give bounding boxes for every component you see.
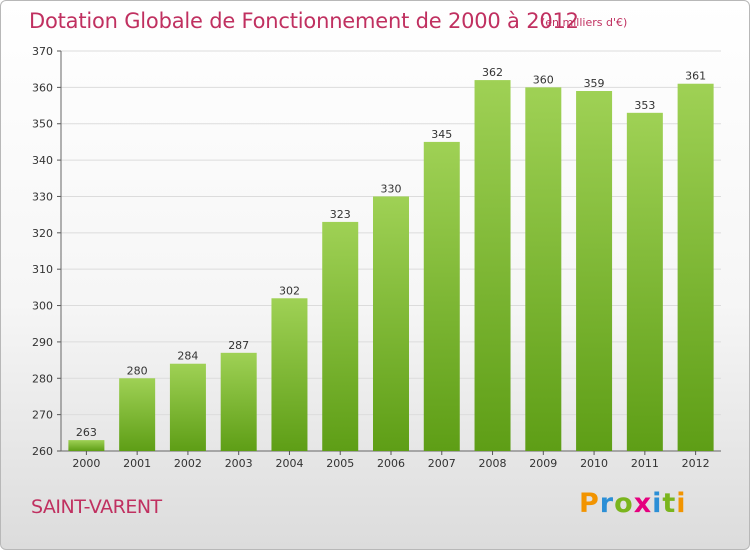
bar-2001 [119,378,156,451]
bars [68,80,714,452]
value-label-2012: 361 [685,70,706,83]
bar-2012 [677,83,714,452]
x-tick-label-2003: 2003 [225,457,253,470]
bar-2009 [525,87,562,451]
y-tick-label: 280 [32,372,53,385]
x-tick-labels: 2000 2001 2002 2003 2004 2005 2006 2007 2008 2009… [72,451,710,470]
chart-subtitle: (en milliers d'€) [541,16,628,29]
y-tick-label: 300 [32,300,53,313]
bar-2004 [271,298,308,451]
x-tick-label-2001: 2001 [123,457,151,470]
value-label-2009: 360 [533,73,554,86]
value-label-2008: 362 [482,66,503,79]
bar-2003 [220,352,257,451]
value-label-2005: 323 [330,208,351,221]
value-label-2004: 302 [279,284,300,297]
y-tick-label: 340 [32,154,53,167]
y-tick-label: 350 [32,118,53,131]
y-tick-label: 290 [32,336,53,349]
bar-2005 [322,221,359,451]
y-tick-label: 270 [32,409,53,422]
value-labels: 263 280 284 287 302 323 330 345 362 360 359 353 361 [76,66,706,439]
value-label-2006: 330 [381,182,402,195]
value-label-2002: 284 [177,350,198,363]
x-tick-label-2009: 2009 [529,457,557,470]
value-label-2011: 353 [634,99,655,112]
x-tick-label-2000: 2000 [72,457,100,470]
value-label-2003: 287 [228,339,249,352]
x-tick-label-2011: 2011 [631,457,659,470]
y-tick-labels: 260 270 280 290 300 310 320 330 340 350 360 370 [32,45,53,458]
value-label-2007: 345 [431,128,452,141]
y-tick-label: 360 [32,81,53,94]
x-tick-label-2008: 2008 [479,457,507,470]
y-tick-label: 310 [32,263,53,276]
y-tick-label: 320 [32,227,53,240]
value-label-2000: 263 [76,426,97,439]
bar-2002 [169,363,206,451]
y-tick-label: 260 [32,445,53,458]
bar-2000 [68,440,105,451]
chart-title: Dotation Globale de Fonctionnement de 20… [29,9,579,33]
proxiti-logo[interactable]: Proxiti [579,488,687,519]
value-label-2001: 280 [127,364,148,377]
x-tick-label-2002: 2002 [174,457,202,470]
bar-2011 [626,112,663,452]
bar-2006 [373,196,409,451]
city-name: SAINT-VARENT [31,496,162,518]
bar-2007 [423,141,460,451]
x-tick-label-2010: 2010 [580,457,608,470]
x-tick-label-2005: 2005 [326,457,354,470]
value-label-2010: 359 [584,77,605,90]
x-tick-label-2007: 2007 [428,457,456,470]
bar-2008 [474,80,511,451]
y-tick-label: 330 [32,190,53,203]
bar-2010 [576,91,613,451]
y-tick-label: 370 [32,45,53,58]
x-tick-label-2006: 2006 [377,457,405,470]
x-tick-label-2012: 2012 [682,457,710,470]
x-tick-label-2004: 2004 [275,457,303,470]
